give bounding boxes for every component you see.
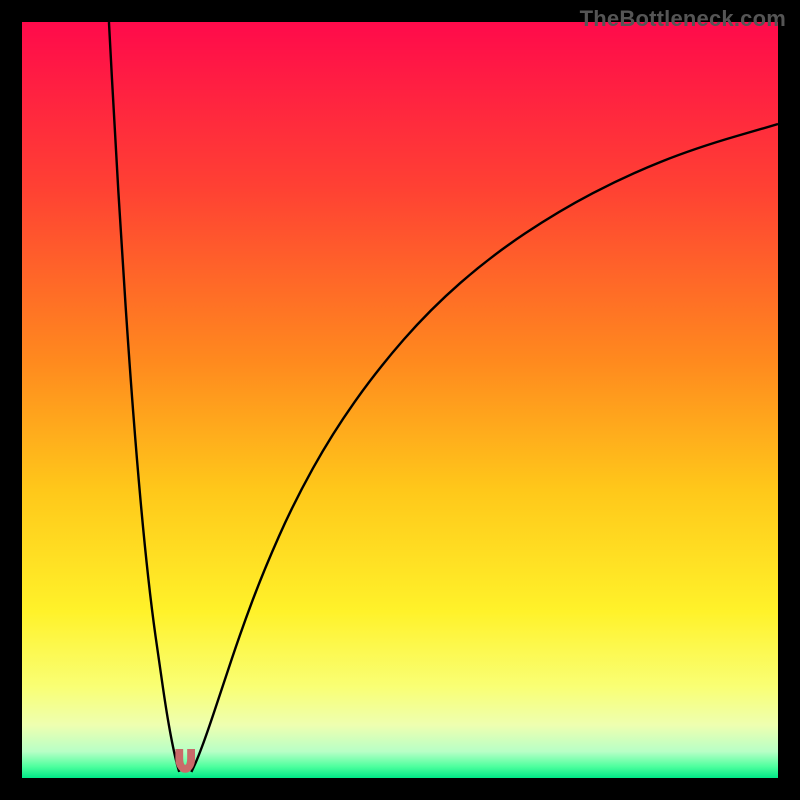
curve-left-branch: [109, 22, 179, 772]
chart-frame: TheBottleneck.com: [0, 0, 800, 800]
bottleneck-curve: [22, 22, 778, 778]
curve-right-branch: [191, 124, 778, 772]
plot-area: [22, 22, 778, 778]
watermark-text: TheBottleneck.com: [580, 6, 786, 32]
